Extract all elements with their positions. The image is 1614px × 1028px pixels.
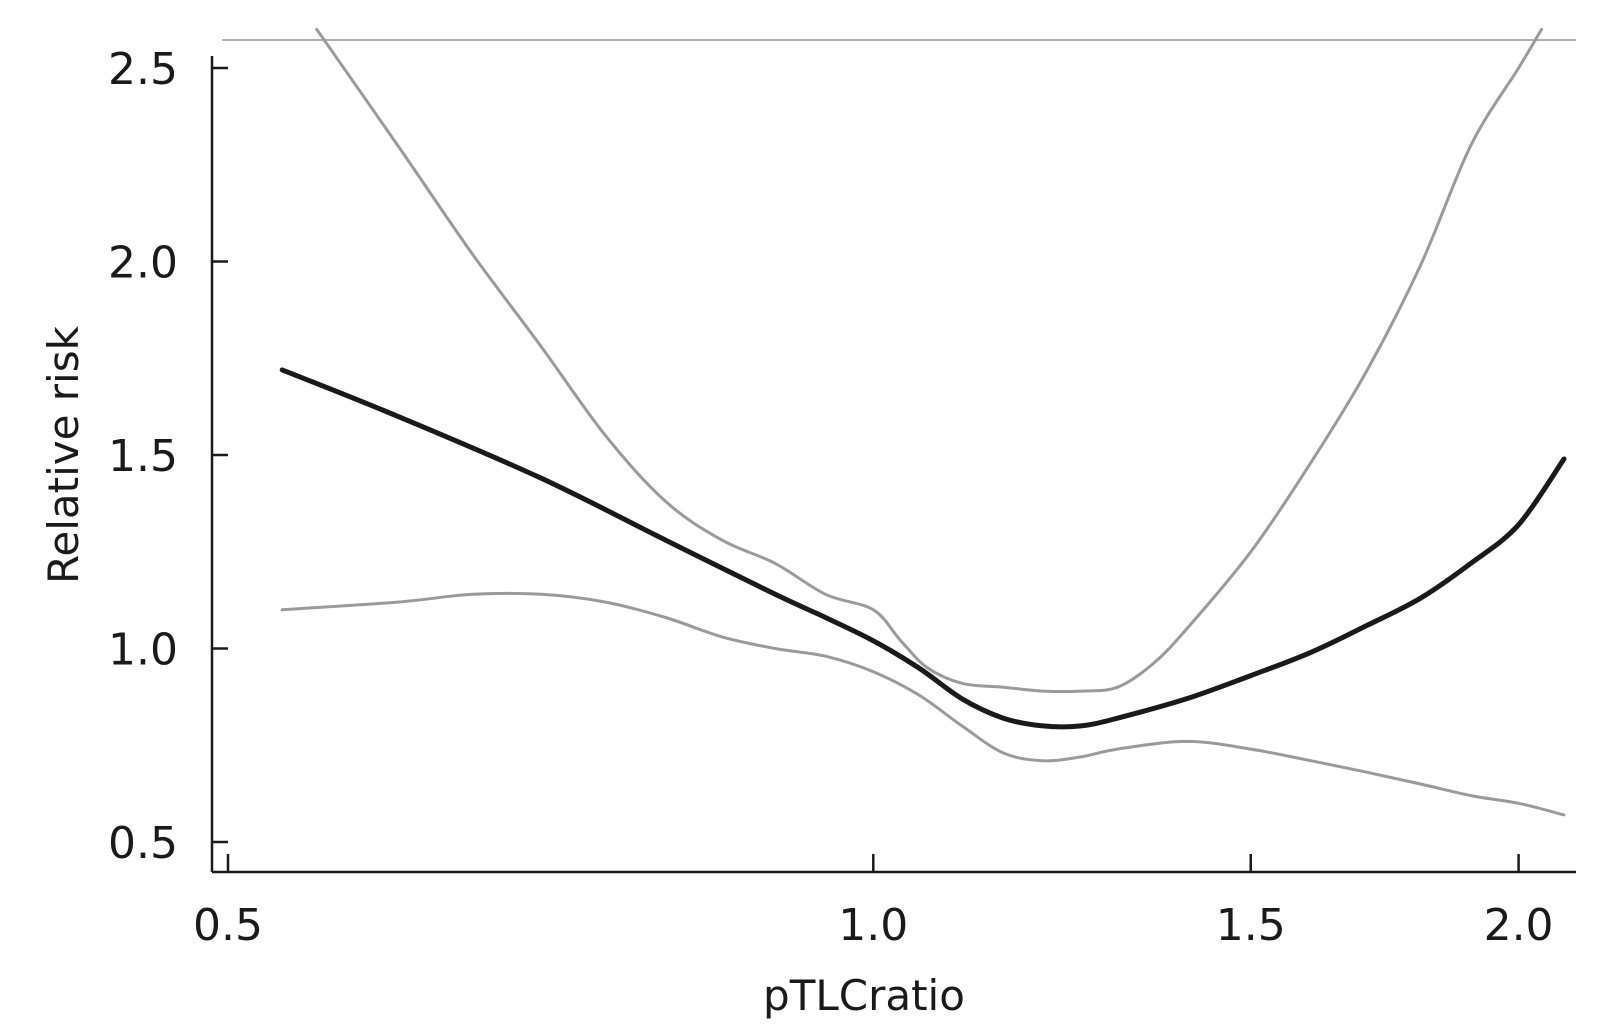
y-tick-label: 0.5 xyxy=(108,818,178,869)
x-tick-label: 1.5 xyxy=(1216,900,1286,951)
x-tick-label: 0.5 xyxy=(193,900,263,951)
y-tick-label: 2.0 xyxy=(108,238,178,289)
y-tick-label: 1.0 xyxy=(108,625,178,676)
y-axis-ticks: 0.5 1.0 1.5 2.0 2.5 xyxy=(108,44,228,869)
estimate-curve xyxy=(279,367,1567,730)
x-axis-ticks: 0.5 1.0 1.5 2.0 xyxy=(193,854,1554,951)
x-tick-label: 2.0 xyxy=(1484,900,1554,951)
curves xyxy=(279,27,1567,817)
x-axis-title: pTLCratio xyxy=(763,971,965,1020)
ci-upper-curve xyxy=(315,27,1544,694)
ci-lower-curve xyxy=(280,591,1566,817)
x-tick-label: 1.0 xyxy=(838,900,908,951)
y-axis-title: Relative risk xyxy=(39,325,88,584)
y-tick-label: 1.5 xyxy=(108,431,178,482)
y-tick-label: 2.5 xyxy=(108,44,178,95)
